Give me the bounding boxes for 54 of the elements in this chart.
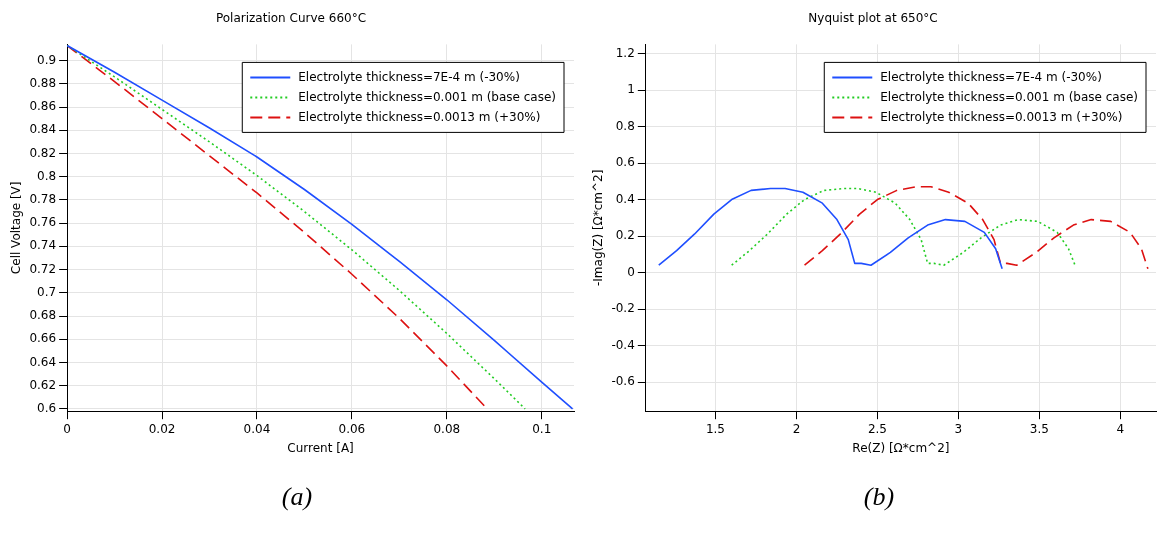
y-tick-label: 0.6 bbox=[615, 155, 635, 170]
x-tick-label: 0.04 bbox=[243, 421, 271, 436]
y-tick-label: -0.6 bbox=[611, 374, 635, 389]
y-tick-label: 0.86 bbox=[29, 99, 57, 114]
legend-label: Electrolyte thickness=7E-4 m (-30%) bbox=[880, 69, 1102, 84]
y-tick-label: 0.6 bbox=[37, 401, 57, 415]
y-tick-label: 0.74 bbox=[29, 238, 57, 253]
x-axis-title: Re(Z) [Ω*cm^2] bbox=[852, 440, 950, 455]
y-tick-label: 0.68 bbox=[29, 308, 57, 323]
y-tick-label: 0.8 bbox=[615, 118, 635, 133]
y-tick-label: 0.4 bbox=[615, 191, 635, 206]
y-tick-label: -0.2 bbox=[611, 301, 635, 316]
y-tick-label: 0.62 bbox=[29, 377, 57, 392]
line-series bbox=[730, 187, 1076, 267]
y-tick-label: -0.4 bbox=[611, 337, 635, 352]
x-tick-label: 2.5 bbox=[867, 421, 887, 436]
x-tick-label: 2 bbox=[792, 421, 801, 436]
y-axis-title: Cell Voltage [V] bbox=[9, 181, 24, 275]
y-tick-label: 0.66 bbox=[29, 331, 57, 346]
y-tick-label: 0.72 bbox=[29, 261, 57, 276]
y-tick-label: 1.2 bbox=[615, 45, 635, 60]
x-tick-label: 0.1 bbox=[532, 421, 552, 436]
text: (a) bbox=[281, 482, 313, 512]
y-tick-label: 0.82 bbox=[29, 145, 57, 160]
x-tick-label: 3 bbox=[954, 421, 963, 436]
x-tick-label: 1.5 bbox=[705, 421, 726, 436]
chart-title: Polarization Curve 660°C bbox=[215, 11, 367, 26]
x-tick-label: 0.08 bbox=[433, 421, 461, 436]
text: (b) bbox=[863, 482, 895, 512]
x-tick-label: 4 bbox=[1116, 421, 1125, 436]
chart-title: Nyquist plot at 650°C bbox=[808, 11, 938, 26]
legend-label: Electrolyte thickness=0.001 m (base case) bbox=[880, 89, 1138, 104]
x-tick-label: 0.06 bbox=[338, 421, 366, 436]
x-tick-label: 0.02 bbox=[148, 421, 176, 436]
y-tick-label: 0.2 bbox=[615, 228, 635, 243]
y-tick-label: 0.88 bbox=[29, 75, 57, 90]
legend-label: Electrolyte thickness=0.001 m (base case) bbox=[298, 89, 556, 104]
y-tick-label: 0.8 bbox=[37, 168, 57, 183]
line-series bbox=[803, 185, 1149, 270]
y-tick-label: 0.64 bbox=[29, 354, 57, 369]
y-tick-label: 1 bbox=[627, 82, 635, 97]
y-tick-label: 0.7 bbox=[37, 284, 57, 299]
y-tick-label: 0.9 bbox=[37, 52, 57, 67]
y-tick-label: 0 bbox=[627, 264, 635, 279]
legend-label: Electrolyte thickness=0.0013 m (+30%) bbox=[298, 109, 541, 124]
y-tick-label: 0.76 bbox=[29, 215, 57, 230]
x-tick-label: 3.5 bbox=[1029, 421, 1049, 436]
x-axis-title: Current [A] bbox=[287, 440, 354, 455]
legend-label: Electrolyte thickness=7E-4 m (-30%) bbox=[298, 69, 520, 84]
y-axis-title: -Imag(Z) [Ω*cm^2] bbox=[591, 169, 606, 287]
y-tick-label: 0.78 bbox=[29, 192, 57, 207]
legend-label: Electrolyte thickness=0.0013 m (+30%) bbox=[880, 109, 1123, 124]
x-tick-label: 0 bbox=[63, 421, 71, 436]
y-tick-label: 0.84 bbox=[29, 122, 57, 137]
